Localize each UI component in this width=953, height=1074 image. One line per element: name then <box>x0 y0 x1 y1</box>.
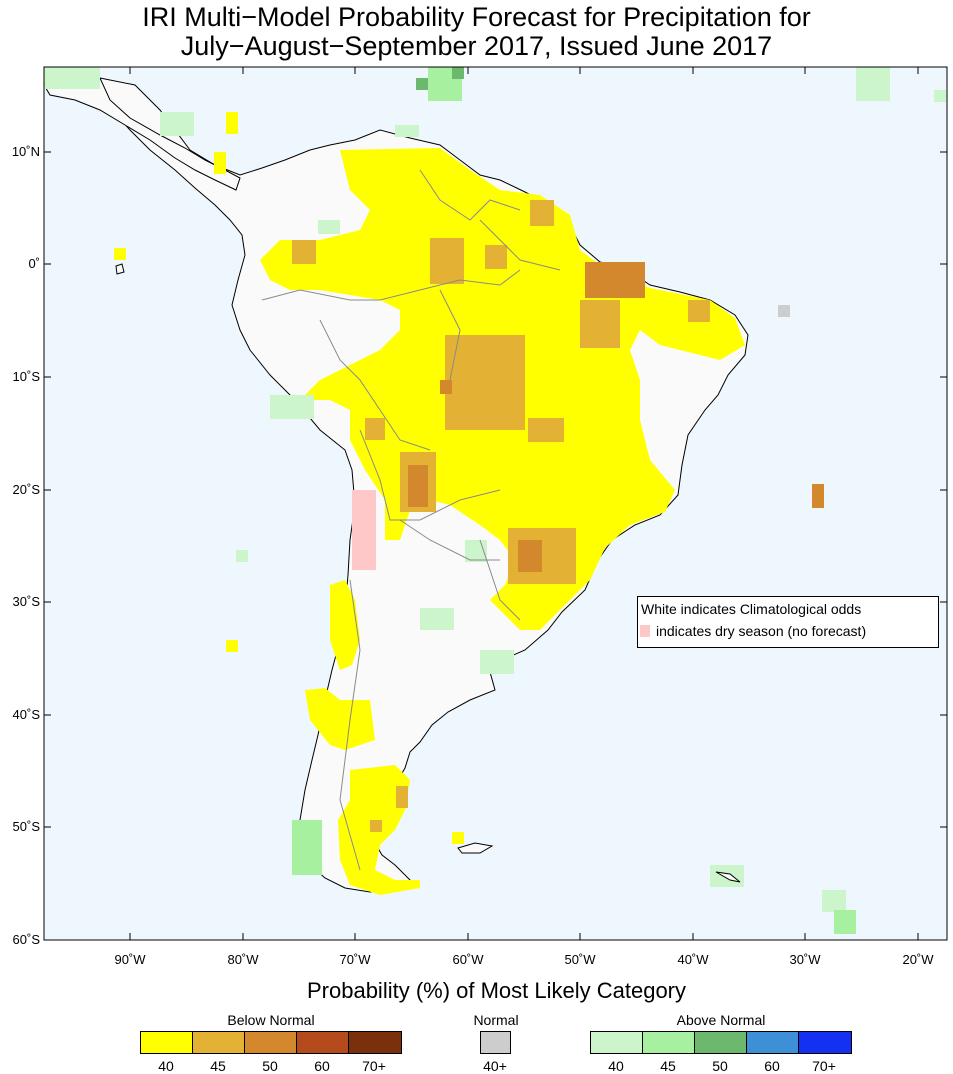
lat-tick-marks <box>44 151 947 828</box>
above-swatch-40 <box>590 1031 643 1054</box>
above-tick-50: 50 <box>712 1058 728 1074</box>
below-swatch-40 <box>140 1031 193 1054</box>
lon-label-30w: 30˚W <box>789 952 821 967</box>
below-normal-label: Below Normal <box>227 1012 315 1028</box>
map-frame <box>43 66 948 941</box>
legend-climatology-text: White indicates Climatological odds <box>641 601 862 617</box>
below-tick-60: 60 <box>314 1058 330 1074</box>
below-tick-45: 45 <box>210 1058 226 1074</box>
lon-label-70w: 70˚W <box>339 952 371 967</box>
below-normal-45-region <box>292 200 710 832</box>
above-normal-label: Above Normal <box>676 1012 766 1028</box>
map-title-line2: July−August−September 2017, Issued June … <box>180 31 773 61</box>
lat-label-10n: 10˚N <box>11 144 40 159</box>
lat-label-60s: 60˚S <box>12 932 40 947</box>
normal-swatch <box>480 1031 511 1054</box>
falkland-islands <box>457 842 494 854</box>
lon-label-40w: 40˚W <box>677 952 709 967</box>
above-swatch-60 <box>746 1031 799 1054</box>
dry-season-region <box>352 490 376 570</box>
below-tick-50: 50 <box>262 1058 278 1074</box>
below-swatch-50 <box>244 1031 297 1054</box>
lat-label-20s: 20˚S <box>12 482 40 497</box>
below-swatch-70 <box>348 1031 402 1054</box>
lon-label-20w: 20˚W <box>902 952 934 967</box>
lat-label-50s: 50˚S <box>12 819 40 834</box>
above-tick-70: 70+ <box>812 1058 836 1074</box>
below-swatch-45 <box>192 1031 245 1054</box>
below-swatch-60 <box>296 1031 349 1054</box>
below-tick-70: 70+ <box>362 1058 386 1074</box>
legend-dry-season-text: indicates dry season (no forecast) <box>656 623 867 639</box>
lat-label-10s: 10˚S <box>12 369 40 384</box>
lon-tick-marks <box>129 67 919 940</box>
above-normal-50-region <box>416 67 464 90</box>
below-tick-40: 40 <box>158 1058 174 1074</box>
lon-label-80w: 80˚W <box>227 952 259 967</box>
south-georgia-island <box>715 871 741 883</box>
above-swatch-50 <box>694 1031 747 1054</box>
lat-label-30s: 30˚S <box>12 594 40 609</box>
dry-season-swatch <box>640 625 650 637</box>
lat-label-40s: 40˚S <box>12 707 40 722</box>
normal-cell <box>778 305 790 317</box>
lon-label-60w: 60˚W <box>452 952 484 967</box>
colorbar-title: Probability (%) of Most Likely Category <box>306 978 687 1003</box>
below-normal-50-region <box>408 262 824 572</box>
above-swatch-70 <box>798 1031 852 1054</box>
central-america-land <box>43 77 241 191</box>
lon-label-90w: 90˚W <box>114 952 146 967</box>
normal-tick-40: 40+ <box>483 1058 507 1074</box>
lat-label-0: 0˚ <box>28 256 40 271</box>
above-swatch-45 <box>642 1031 695 1054</box>
country-borders <box>261 169 561 871</box>
lon-label-50w: 50˚W <box>564 952 596 967</box>
map-title-line1: IRI Multi−Model Probability Forecast for… <box>142 2 811 32</box>
galapagos-islands <box>115 263 125 275</box>
map-legend-box: White indicates Climatological odds indi… <box>637 596 939 648</box>
above-tick-40: 40 <box>608 1058 624 1074</box>
above-tick-45: 45 <box>660 1058 676 1074</box>
normal-label: Normal <box>473 1012 519 1028</box>
above-tick-60: 60 <box>764 1058 780 1074</box>
above-normal-45-region <box>292 67 856 934</box>
